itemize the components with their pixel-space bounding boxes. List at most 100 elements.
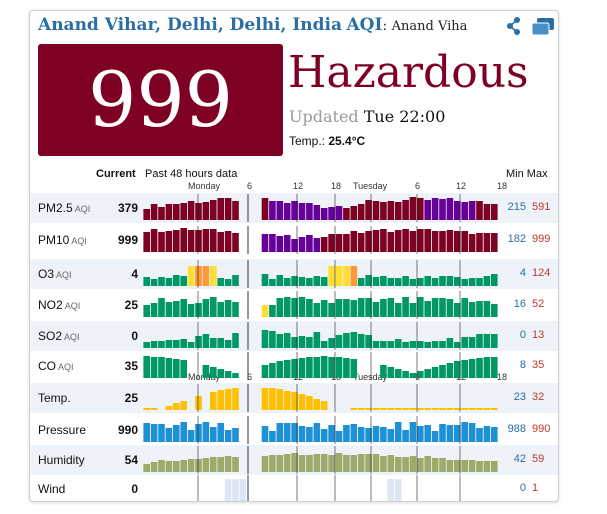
- city-link[interactable]: Anand Vihar, Delhi, Delhi, India: [38, 15, 343, 35]
- history-bar: [306, 357, 313, 378]
- history-bar: [261, 234, 269, 252]
- history-bars: [143, 446, 502, 474]
- history-bar: [409, 303, 417, 317]
- history-chart[interactable]: [143, 194, 502, 222]
- history-bar: [350, 359, 358, 378]
- history-chart[interactable]: [143, 322, 502, 350]
- history-bar: [357, 278, 365, 286]
- history-bar: [417, 408, 424, 410]
- row-label: O3: [38, 267, 55, 281]
- history-bar: [261, 388, 269, 410]
- history-bar: [224, 198, 232, 220]
- history-chart[interactable]: [143, 226, 502, 254]
- history-bars: [143, 291, 502, 319]
- history-bars: [143, 352, 502, 380]
- history-bar: [476, 428, 483, 442]
- row-unit: AQI: [64, 332, 80, 342]
- history-bar: [431, 341, 439, 348]
- history-chart[interactable]: [143, 416, 502, 444]
- history-bar: [380, 427, 387, 442]
- history-chart[interactable]: [143, 475, 502, 501]
- history-chart[interactable]: [143, 446, 502, 474]
- history-bars: [143, 194, 502, 222]
- history-bar: [417, 458, 424, 472]
- aqi-value: 999: [87, 55, 234, 144]
- min-value: 42: [513, 453, 526, 465]
- history-bar: [224, 371, 232, 378]
- history-bar: [217, 369, 224, 378]
- history-bar: [298, 358, 306, 378]
- history-bar: [409, 422, 417, 442]
- updated-time: Updated Tue 22:00: [289, 107, 445, 126]
- min-value: 8: [519, 359, 526, 371]
- history-bar: [402, 342, 409, 348]
- history-bar: [439, 341, 446, 348]
- history-bar: [454, 361, 461, 378]
- history-bar: [424, 229, 431, 252]
- history-bar: [476, 408, 483, 410]
- history-bar: [468, 408, 476, 410]
- axis-label: 18: [497, 181, 508, 191]
- history-bar: [424, 425, 431, 442]
- history-bar: [224, 430, 232, 442]
- history-bar: [150, 462, 158, 472]
- history-chart[interactable]: [143, 260, 502, 288]
- history-bar: [409, 373, 417, 378]
- history-bar: [483, 233, 491, 252]
- history-bar: [283, 391, 291, 410]
- share-icon[interactable]: [505, 16, 523, 36]
- history-bar: [372, 454, 380, 472]
- history-bar: [195, 336, 202, 348]
- history-bar: [291, 276, 298, 286]
- history-chart[interactable]: [143, 384, 502, 412]
- history-bar: [394, 303, 402, 317]
- history-bar: [454, 425, 461, 442]
- history-bar: [446, 299, 454, 317]
- history-chart[interactable]: [143, 291, 502, 319]
- history-bar: [454, 460, 461, 472]
- history-bar: [313, 303, 321, 317]
- row-label: NO2: [38, 298, 63, 312]
- history-bar: [173, 230, 180, 252]
- row-unit: AQI: [58, 362, 74, 372]
- axis-label: Tuesday: [353, 372, 388, 382]
- history-bar: [224, 300, 232, 317]
- history-bar: [365, 454, 372, 472]
- aqi-level: Hazardous: [288, 47, 529, 98]
- history-bar: [232, 479, 239, 501]
- history-chart[interactable]: [143, 352, 502, 380]
- history-bar: [195, 230, 202, 252]
- history-bar: [202, 202, 210, 220]
- current-value: 0: [131, 482, 138, 496]
- history-bar: [483, 357, 491, 378]
- axis-label: 12: [293, 372, 304, 382]
- history-bar: [402, 276, 409, 286]
- history-bar: [424, 456, 431, 472]
- history-bar: [173, 204, 180, 220]
- history-bar: [483, 276, 491, 286]
- history-bar: [328, 357, 335, 378]
- table-row: NO2 AQI 25 16 52: [30, 290, 558, 320]
- history-bar: [261, 305, 269, 317]
- history-bar: [454, 201, 461, 220]
- history-bar: [476, 334, 483, 348]
- history-bar: [232, 275, 239, 286]
- history-bar: [291, 298, 298, 317]
- history-bar: [298, 237, 306, 252]
- history-bar: [350, 408, 358, 410]
- history-bar: [158, 357, 165, 378]
- history-bar: [335, 206, 343, 220]
- history-bar: [143, 408, 150, 410]
- history-bar: [328, 303, 335, 317]
- max-value: 990: [532, 423, 551, 435]
- history-bar: [283, 454, 291, 472]
- history-bar: [387, 479, 395, 501]
- history-bar: [313, 423, 321, 442]
- history-bar: [150, 204, 158, 220]
- history-bar: [298, 394, 306, 410]
- window-icon[interactable]: [530, 17, 556, 37]
- max-value: 13: [532, 329, 545, 341]
- history-bar: [143, 356, 150, 378]
- history-bar: [454, 277, 461, 286]
- history-bar: [343, 266, 350, 286]
